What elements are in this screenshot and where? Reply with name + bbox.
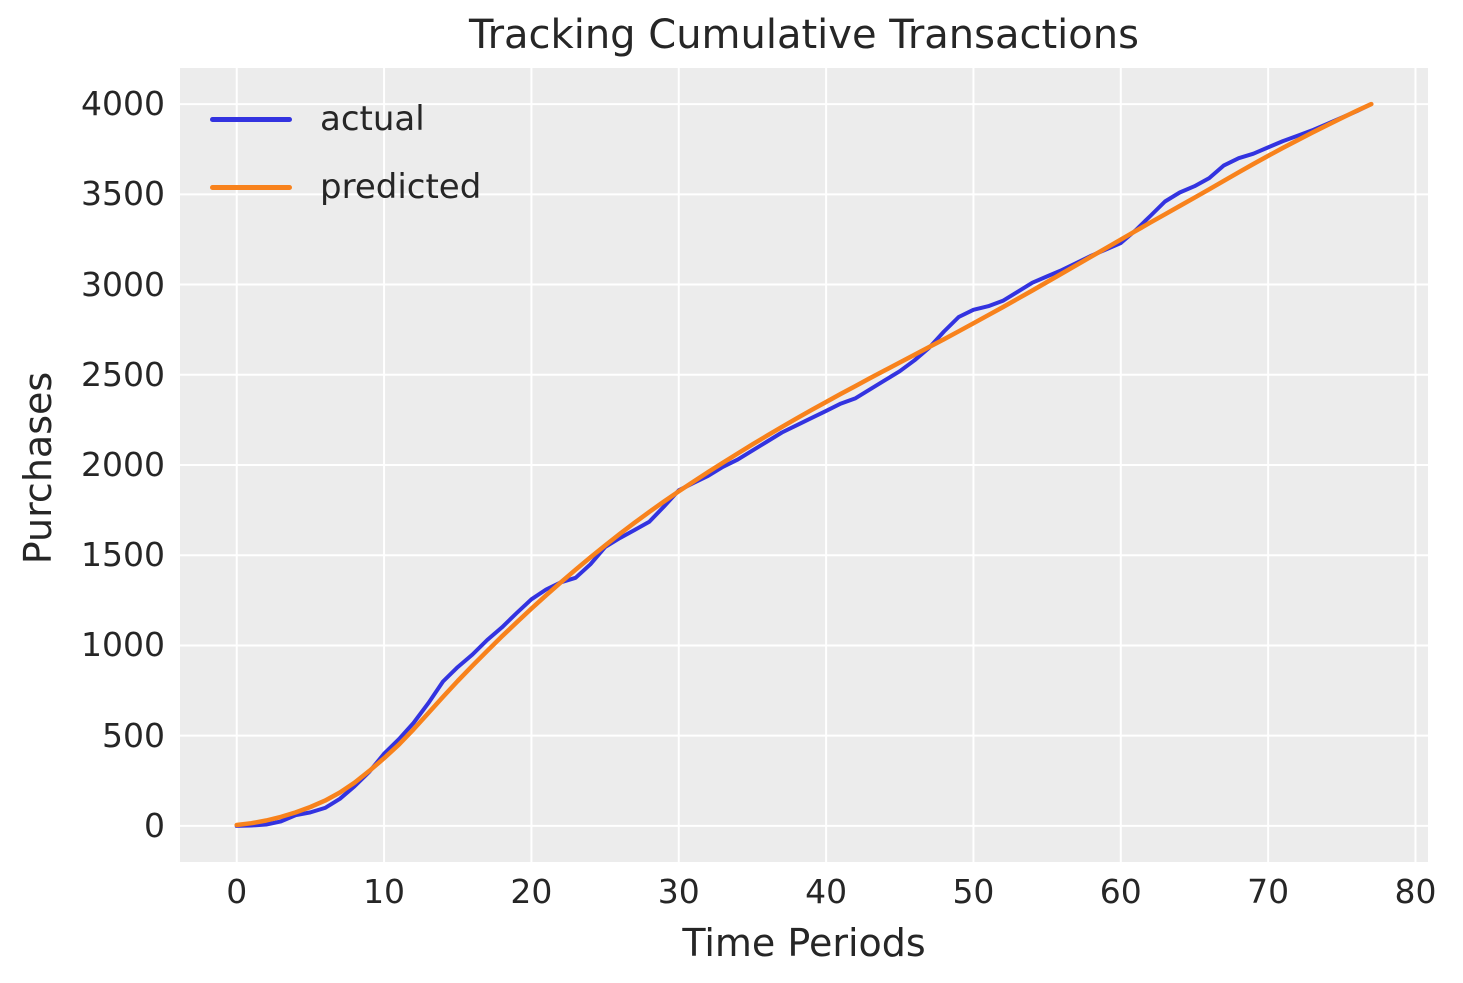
y-tick-label: 2000 [81,445,165,484]
y-tick-label: 500 [102,715,165,755]
x-tick-label: 50 [952,872,995,911]
y-tick-label: 3500 [81,174,165,214]
y-tick-label: 1500 [81,535,165,575]
chart-title: Tracking Cumulative Transactions [469,12,1139,58]
y-axis-label: Purchases [16,371,60,565]
legend-item-predicted: predicted [210,167,482,207]
x-tick-label: 10 [363,872,406,911]
x-tick-label: 60 [1099,872,1142,911]
actual-line-swatch [210,116,292,122]
legend-item-actual: actual [210,99,481,139]
predicted-line-swatch [210,184,292,190]
y-tick-label: 2500 [81,354,165,394]
y-tick-label: 1000 [81,625,165,665]
legend-label-predicted: predicted [320,167,482,207]
x-tick-label: 20 [510,872,553,911]
predicted-line [234,101,1374,828]
x-tick-label: 0 [226,872,248,911]
y-tick-label: 4000 [81,84,165,124]
x-axis-label: Time Periods [682,921,926,965]
y-tick-label: 0 [144,805,165,845]
x-tick-label: 30 [657,872,700,911]
x-tick-label: 80 [1394,872,1437,911]
actual-line [234,102,1374,828]
x-tick-label: 40 [805,872,848,911]
legend: actual predicted [210,99,482,237]
x-tick-label: 70 [1247,872,1290,911]
y-tick-label: 3000 [81,264,165,304]
legend-label-actual: actual [320,99,425,139]
